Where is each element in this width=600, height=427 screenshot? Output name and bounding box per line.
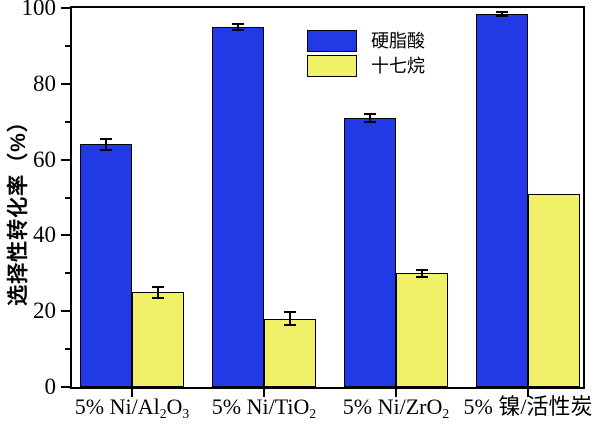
bar-十七烷-0 (132, 292, 184, 387)
y-axis-title: 选择性转化率（%） (7, 110, 30, 306)
y-tick-label: 40 (33, 222, 56, 248)
y-major-tick (61, 82, 70, 85)
y-tick-label: 80 (33, 70, 56, 96)
y-tick-label: 100 (21, 0, 57, 20)
error-bar-line (369, 114, 371, 122)
y-tick-label: 0 (44, 374, 57, 399)
bar-十七烷-1 (264, 318, 316, 387)
y-minor-tick (65, 196, 70, 199)
y-major-tick (61, 234, 70, 237)
error-bar-cap-top (232, 23, 244, 26)
error-bar-cap-bottom (152, 296, 164, 299)
error-bar-line (105, 138, 107, 151)
x-tick-label: 5% Ni/Al2O3 (75, 394, 189, 427)
error-bar-line (237, 24, 239, 30)
x-label-text: 5% Ni/TiO (211, 394, 310, 419)
bar-硬脂酸-3 (476, 13, 528, 387)
error-bar-line (289, 312, 291, 326)
bar-十七烷-2 (396, 273, 448, 387)
y-tick-label: 20 (33, 298, 56, 324)
x-label-text: 5% 镍/活性炭 (463, 394, 593, 419)
legend-label: 十七烷 (371, 56, 425, 76)
error-bar-cap-top (100, 137, 112, 140)
x-label-subscript: 2 (309, 406, 317, 422)
error-bar-cap-top (152, 285, 164, 288)
x-label-subscript: 2 (442, 406, 450, 422)
bar-硬脂酸-2 (344, 117, 396, 387)
error-bar-cap-top (496, 10, 508, 13)
bar-硬脂酸-1 (212, 26, 264, 387)
plot-area: 硬脂酸 十七烷 (70, 6, 585, 389)
legend-label: 硬脂酸 (371, 31, 425, 51)
error-bar-line (157, 286, 159, 298)
error-bar-cap-top (284, 311, 296, 314)
error-bar-line (501, 11, 503, 16)
x-label-text: 5% Ni/ZrO (342, 394, 443, 419)
legend-swatch-十七烷 (307, 55, 357, 77)
x-label-subscript: 3 (182, 406, 190, 422)
x-label-text: O (166, 394, 183, 419)
x-tick-label: 5% Ni/ZrO2 (343, 394, 449, 427)
error-bar-line (421, 269, 423, 278)
y-major-tick (61, 310, 70, 313)
error-bar-cap-top (416, 268, 428, 271)
y-minor-tick (65, 272, 70, 275)
y-major-tick (61, 158, 70, 161)
y-minor-tick (65, 44, 70, 47)
error-bar-cap-top (364, 113, 376, 116)
bar-十七烷-3 (528, 193, 580, 387)
x-label-subscript: 2 (159, 406, 167, 422)
x-major-tick (263, 389, 265, 397)
error-bar-cap-bottom (100, 149, 112, 152)
x-major-tick (395, 389, 397, 397)
x-label-text: 5% Ni/Al (74, 394, 160, 419)
y-minor-tick (65, 120, 70, 123)
error-bar-cap-bottom (364, 120, 376, 123)
error-bar-cap-bottom (232, 28, 244, 31)
y-major-tick (61, 386, 70, 388)
y-minor-tick (65, 348, 70, 351)
legend-swatch-硬脂酸 (307, 30, 357, 52)
error-bar-cap-bottom (496, 14, 508, 17)
error-bar-cap-bottom (416, 276, 428, 279)
y-tick-label: 60 (33, 146, 56, 172)
bar-硬脂酸-0 (80, 144, 132, 387)
x-major-tick (527, 389, 529, 397)
y-major-tick (61, 7, 70, 9)
x-tick-label: 5% Ni/TiO2 (212, 394, 316, 427)
x-tick-label: 5% 镍/活性炭 (464, 394, 593, 420)
error-bar-cap-bottom (284, 324, 296, 327)
x-major-tick (131, 389, 133, 397)
